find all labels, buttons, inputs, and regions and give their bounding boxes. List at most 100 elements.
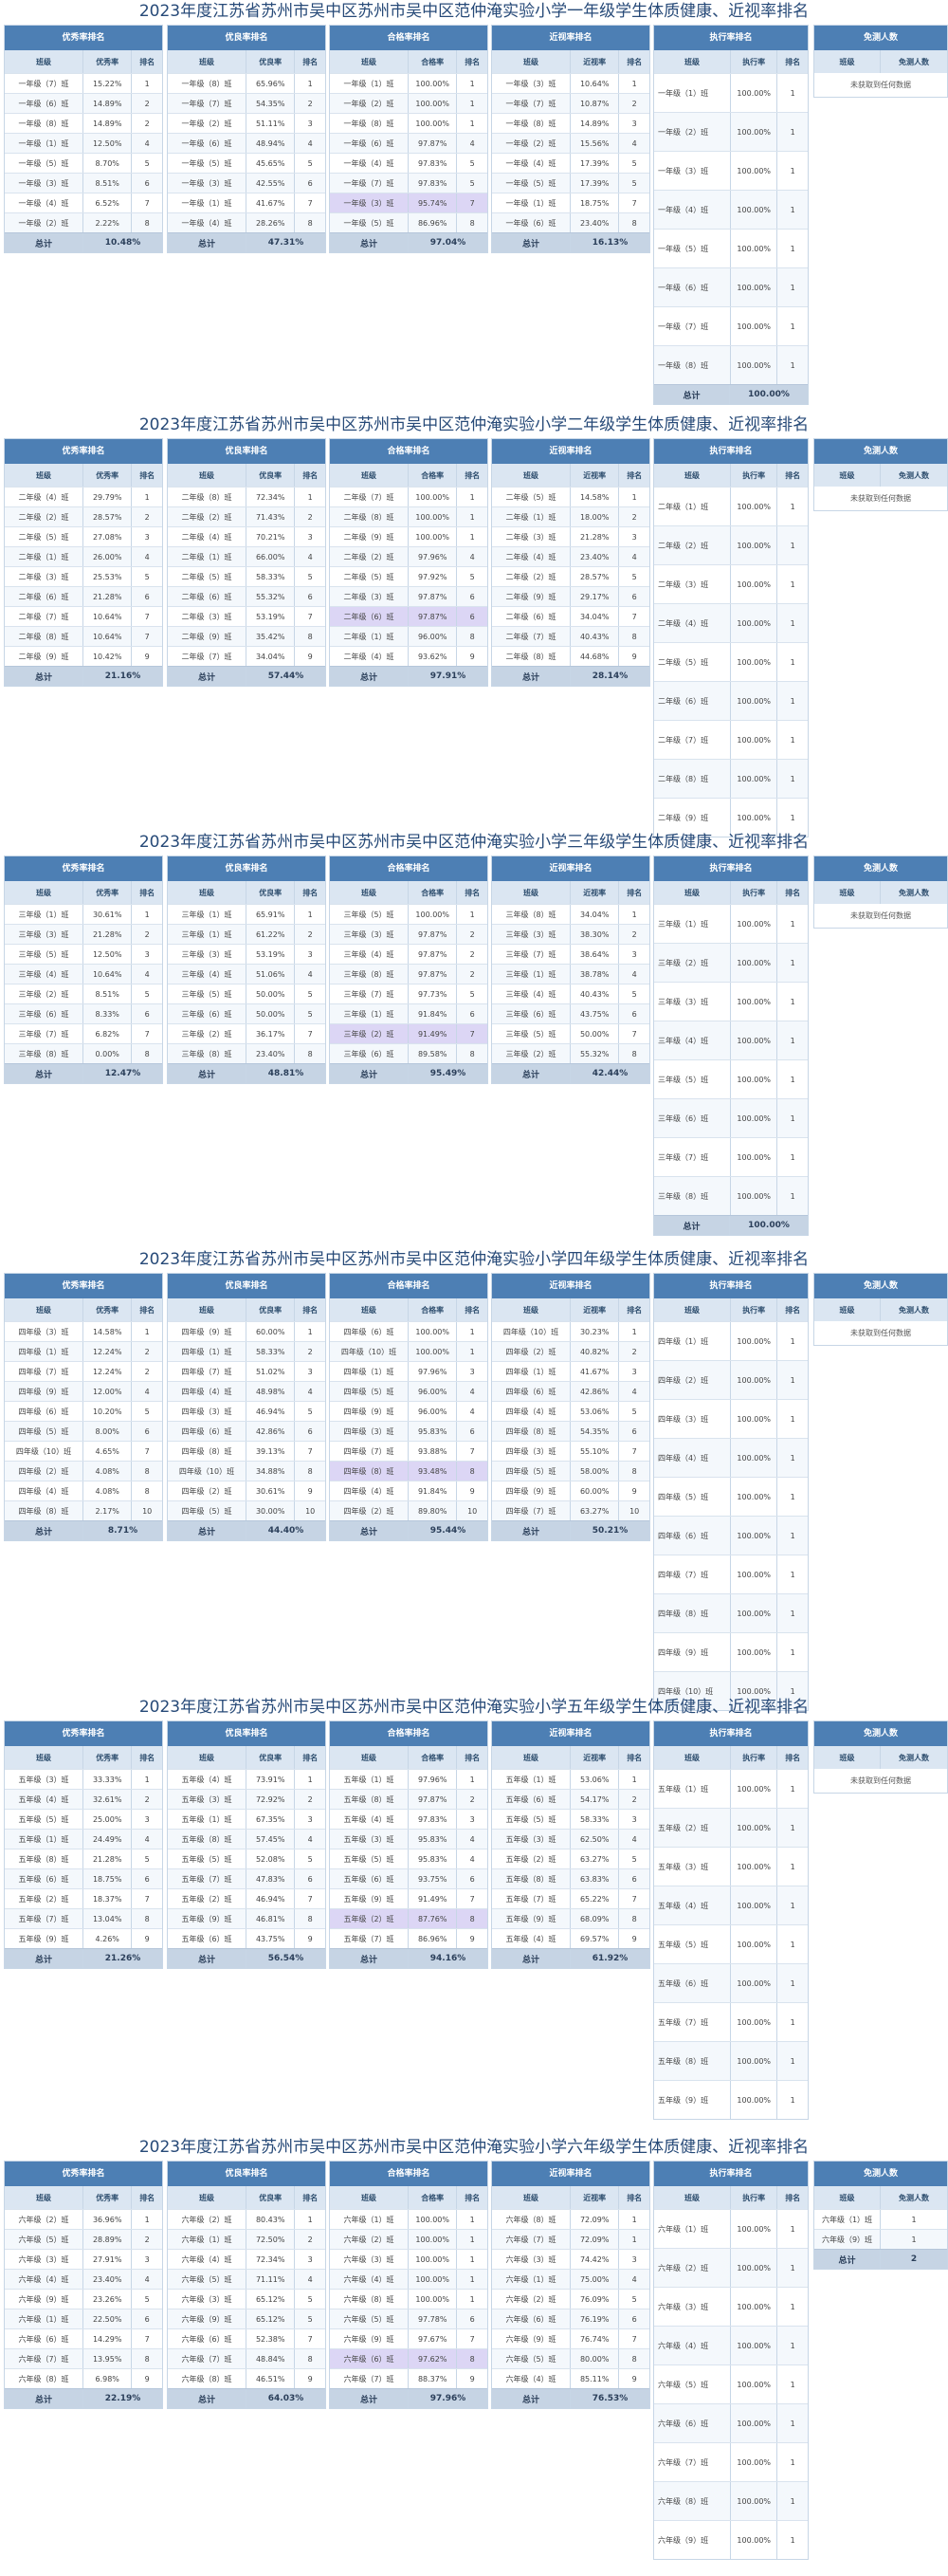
table-row[interactable]: 四年级（4）班 48.98% 4 <box>168 1381 325 1401</box>
table-row[interactable]: 六年级（7）班 100.00% 1 <box>654 2442 808 2481</box>
table-row[interactable]: 五年级（4）班 69.57% 9 <box>492 1928 649 1948</box>
table-row[interactable]: 一年级（2）班 100.00% 1 <box>654 112 808 151</box>
table-row[interactable]: 三年级（6）班 8.33% 6 <box>5 1003 162 1023</box>
table-row[interactable]: 二年级（2）班 97.96% 4 <box>330 546 487 566</box>
table-row[interactable]: 二年级（2）班 28.57% 5 <box>492 566 649 586</box>
table-row[interactable]: 二年级（7）班 10.64% 7 <box>5 606 162 626</box>
table-row[interactable]: 四年级（10）班 30.23% 1 <box>492 1321 649 1341</box>
table-row[interactable]: 一年级（2）班 51.11% 3 <box>168 113 325 133</box>
table-row[interactable]: 三年级（8）班 34.04% 1 <box>492 904 649 924</box>
table-row[interactable]: 六年级（9）班 100.00% 1 <box>654 2520 808 2559</box>
table-row[interactable]: 一年级（7）班 97.83% 5 <box>330 173 487 193</box>
table-row[interactable]: 二年级（1）班 100.00% 1 <box>654 487 808 525</box>
table-row[interactable]: 二年级（9）班 10.42% 9 <box>5 646 162 666</box>
table-row[interactable]: 四年级（7）班 51.02% 3 <box>168 1361 325 1381</box>
table-row[interactable]: 二年级（4）班 70.21% 3 <box>168 526 325 546</box>
table-row[interactable]: 六年级（2）班 36.96% 1 <box>5 2209 162 2229</box>
table-row[interactable]: 一年级（4）班 100.00% 1 <box>654 190 808 229</box>
table-row[interactable]: 五年级（8）班 21.28% 5 <box>5 1849 162 1868</box>
table-row[interactable]: 二年级（7）班 34.04% 9 <box>168 646 325 666</box>
table-row[interactable]: 一年级（7）班 54.35% 2 <box>168 93 325 113</box>
table-row[interactable]: 六年级（6）班 100.00% 1 <box>654 2403 808 2442</box>
table-row[interactable]: 四年级（4）班 53.06% 5 <box>492 1401 649 1421</box>
table-row[interactable]: 六年级（6）班 76.19% 6 <box>492 2309 649 2328</box>
table-row[interactable]: 四年级（10）班 100.00% 1 <box>330 1341 487 1361</box>
table-row[interactable]: 六年级（2）班 76.09% 5 <box>492 2289 649 2309</box>
table-row[interactable]: 二年级（7）班 40.43% 8 <box>492 626 649 646</box>
table-row[interactable]: 二年级（3）班 100.00% 1 <box>654 564 808 603</box>
table-row[interactable]: 一年级（3）班 95.74% 7 <box>330 193 487 212</box>
table-row[interactable]: 五年级（5）班 100.00% 1 <box>654 1924 808 1963</box>
table-row[interactable]: 三年级（3）班 100.00% 1 <box>654 982 808 1021</box>
table-row[interactable]: 五年级（9）班 91.49% 7 <box>330 1888 487 1908</box>
table-row[interactable]: 四年级（7）班 93.88% 7 <box>330 1441 487 1461</box>
table-row[interactable]: 六年级（9）班 97.67% 7 <box>330 2328 487 2348</box>
table-row[interactable]: 一年级（5）班 45.65% 5 <box>168 153 325 173</box>
table-row[interactable]: 三年级（2）班 91.49% 7 <box>330 1023 487 1043</box>
table-row[interactable]: 三年级（4）班 51.06% 4 <box>168 964 325 984</box>
table-row[interactable]: 五年级（8）班 100.00% 1 <box>654 2041 808 2080</box>
table-row[interactable]: 四年级（1）班 12.24% 2 <box>5 1341 162 1361</box>
table-row[interactable]: 六年级（1）班 100.00% 1 <box>330 2209 487 2229</box>
table-row[interactable]: 三年级（1）班 61.22% 2 <box>168 924 325 944</box>
table-row[interactable]: 六年级（9）班 65.12% 5 <box>168 2309 325 2328</box>
table-row[interactable]: 三年级（8）班 23.40% 8 <box>168 1043 325 1063</box>
table-row[interactable]: 二年级（7）班 100.00% 1 <box>330 487 487 506</box>
table-row[interactable]: 一年级（4）班 17.39% 5 <box>492 153 649 173</box>
table-row[interactable]: 四年级（2）班 89.80% 10 <box>330 1500 487 1520</box>
table-row[interactable]: 五年级（1）班 97.96% 1 <box>330 1769 487 1789</box>
table-row[interactable]: 一年级（4）班 28.26% 8 <box>168 212 325 232</box>
table-row[interactable]: 三年级（5）班 50.00% 5 <box>168 984 325 1003</box>
table-row[interactable]: 一年级（1）班 12.50% 4 <box>5 133 162 153</box>
table-row[interactable]: 一年级（8）班 14.89% 3 <box>492 113 649 133</box>
table-row[interactable]: 二年级（8）班 72.34% 1 <box>168 487 325 506</box>
table-row[interactable]: 五年级（5）班 25.00% 3 <box>5 1809 162 1829</box>
table-row[interactable]: 三年级（8）班 97.87% 2 <box>330 964 487 984</box>
table-row[interactable]: 二年级（3）班 97.87% 6 <box>330 586 487 606</box>
table-row[interactable]: 三年级（7）班 6.82% 7 <box>5 1023 162 1043</box>
table-row[interactable]: 五年级（3）班 72.92% 2 <box>168 1789 325 1809</box>
table-row[interactable]: 四年级（2）班 30.61% 9 <box>168 1481 325 1500</box>
table-row[interactable]: 三年级（6）班 100.00% 1 <box>654 1098 808 1137</box>
table-row[interactable]: 二年级（4）班 23.40% 4 <box>492 546 649 566</box>
table-row[interactable]: 五年级（3）班 95.83% 4 <box>330 1829 487 1849</box>
table-row[interactable]: 四年级（9）班 100.00% 1 <box>654 1632 808 1671</box>
table-row[interactable]: 五年级（6）班 43.75% 9 <box>168 1928 325 1948</box>
table-row[interactable]: 一年级（7）班 15.22% 1 <box>5 73 162 93</box>
table-row[interactable]: 二年级（9）班 35.42% 8 <box>168 626 325 646</box>
table-row[interactable]: 一年级（1）班 41.67% 7 <box>168 193 325 212</box>
table-row[interactable]: 五年级（4）班 100.00% 1 <box>654 1886 808 1924</box>
table-row[interactable]: 五年级（6）班 100.00% 1 <box>654 1963 808 2002</box>
table-row[interactable]: 三年级（1）班 65.91% 1 <box>168 904 325 924</box>
table-row[interactable]: 二年级（4）班 100.00% 1 <box>654 603 808 642</box>
table-row[interactable]: 四年级（4）班 91.84% 9 <box>330 1481 487 1500</box>
table-row[interactable]: 一年级（8）班 14.89% 2 <box>5 113 162 133</box>
table-row[interactable]: 五年级（2）班 87.76% 8 <box>330 1908 487 1928</box>
table-row[interactable]: 六年级（8）班 72.09% 1 <box>492 2209 649 2229</box>
table-row[interactable]: 四年级（6）班 100.00% 1 <box>654 1516 808 1555</box>
table-row[interactable]: 二年级（5）班 97.92% 5 <box>330 566 487 586</box>
table-row[interactable]: 一年级（1）班 100.00% 1 <box>654 73 808 112</box>
table-row[interactable]: 二年级（9）班 100.00% 1 <box>330 526 487 546</box>
table-row[interactable]: 五年级（3）班 100.00% 1 <box>654 1847 808 1886</box>
table-row[interactable]: 一年级（1）班 100.00% 1 <box>330 73 487 93</box>
table-row[interactable]: 四年级（1）班 100.00% 1 <box>654 1321 808 1360</box>
table-row[interactable]: 五年级（6）班 18.75% 6 <box>5 1868 162 1888</box>
table-row[interactable]: 二年级（4）班 29.79% 1 <box>5 487 162 506</box>
table-row[interactable]: 二年级（9）班 100.00% 1 <box>654 798 808 837</box>
table-row[interactable]: 二年级（1）班 96.00% 8 <box>330 626 487 646</box>
table-row[interactable]: 四年级（2）班 100.00% 1 <box>654 1360 808 1399</box>
table-row[interactable]: 五年级（4）班 73.91% 1 <box>168 1769 325 1789</box>
table-row[interactable]: 三年级（2）班 36.17% 7 <box>168 1023 325 1043</box>
table-row[interactable]: 六年级（7）班 48.84% 8 <box>168 2348 325 2368</box>
table-row[interactable]: 六年级（5）班 97.78% 6 <box>330 2309 487 2328</box>
table-row[interactable]: 六年级（5）班 100.00% 1 <box>654 2364 808 2403</box>
table-row[interactable]: 四年级（1）班 58.33% 2 <box>168 1341 325 1361</box>
table-row[interactable]: 五年级（1）班 67.35% 3 <box>168 1809 325 1829</box>
table-row[interactable]: 一年级（8）班 100.00% 1 <box>330 113 487 133</box>
table-row[interactable]: 二年级（3）班 53.19% 7 <box>168 606 325 626</box>
table-row[interactable]: 五年级（1）班 24.49% 4 <box>5 1829 162 1849</box>
table-row[interactable]: 六年级（4）班 85.11% 9 <box>492 2368 649 2388</box>
table-row[interactable]: 二年级（9）班 29.17% 6 <box>492 586 649 606</box>
table-row[interactable]: 二年级（6）班 97.87% 6 <box>330 606 487 626</box>
